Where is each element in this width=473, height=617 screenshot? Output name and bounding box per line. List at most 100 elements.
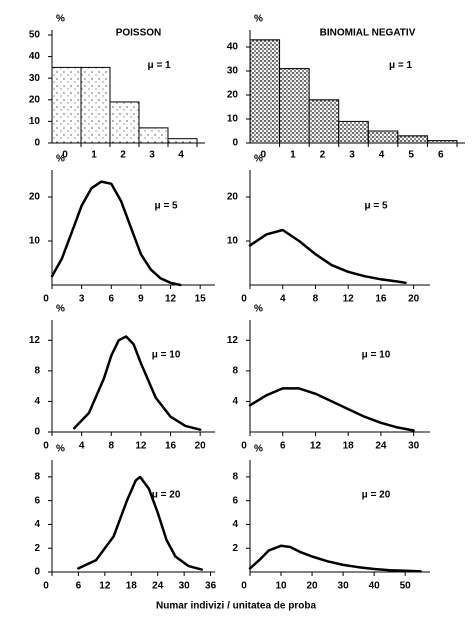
- x-tick-label: 12: [135, 441, 147, 452]
- curve: [248, 544, 422, 573]
- x-tick-label: 9: [138, 294, 144, 305]
- x-tick-label: 3: [149, 150, 155, 161]
- x-tick-label: 12: [310, 441, 322, 452]
- curve: [248, 387, 415, 432]
- y-tick-label: 8: [232, 472, 238, 483]
- bar: [51, 66, 82, 144]
- x-tick-label: 10: [275, 581, 287, 592]
- bar: [308, 99, 340, 144]
- panel-title: BINOMIAL NEGATIV: [320, 28, 416, 39]
- x-tick-label: 4: [280, 294, 286, 305]
- annotation: μ = 20: [362, 490, 391, 501]
- x-tick-label: 15: [195, 294, 207, 305]
- annotation: μ = 5: [155, 200, 179, 211]
- y-tick-label: 20: [29, 94, 41, 105]
- bar: [367, 130, 399, 144]
- bar: [249, 39, 281, 144]
- y-tick-label: 4: [232, 396, 238, 407]
- x-tick-label: 0: [43, 294, 49, 305]
- x-tick-label: 6: [280, 441, 286, 452]
- x-tick-label: 0: [62, 150, 68, 161]
- bar: [426, 140, 458, 144]
- y-tick-label: 10: [29, 116, 41, 127]
- y-tick-label: 10: [227, 114, 239, 125]
- y-axis-label: %: [56, 444, 65, 455]
- x-tick-label: 0: [43, 581, 49, 592]
- y-tick-label: 40: [227, 42, 239, 53]
- y-axis-label: %: [254, 154, 263, 165]
- x-tick-label: 24: [152, 581, 164, 592]
- y-tick-label: 10: [29, 236, 41, 247]
- annotation: μ = 1: [148, 60, 172, 71]
- y-tick-label: 8: [232, 365, 238, 376]
- x-tick-label: 3: [349, 150, 355, 161]
- x-tick-label: 0: [261, 150, 267, 161]
- x-tick-label: 3: [79, 294, 85, 305]
- x-tick-label: 6: [108, 294, 114, 305]
- x-tick-label: 2: [320, 150, 326, 161]
- x-tick-label: 30: [408, 441, 420, 452]
- y-tick-label: 2: [34, 543, 40, 554]
- x-tick-label: 5: [408, 150, 414, 161]
- y-tick-label: 0: [34, 138, 40, 149]
- y-tick-label: 0: [34, 427, 40, 438]
- x-tick-label: 6: [76, 581, 82, 592]
- y-tick-label: 30: [29, 73, 41, 84]
- x-tick-label: 36: [205, 581, 217, 592]
- y-axis-label: %: [56, 14, 65, 25]
- bar: [167, 138, 198, 144]
- annotation: μ = 1: [389, 60, 413, 71]
- y-tick-label: 8: [34, 365, 40, 376]
- x-tick-label: 0: [241, 581, 247, 592]
- x-tick-label: 0: [241, 441, 247, 452]
- annotation: μ = 5: [364, 200, 388, 211]
- y-axis-label: %: [56, 304, 65, 315]
- x-tick-label: 1: [91, 150, 97, 161]
- y-tick-label: 50: [29, 30, 41, 41]
- x-tick-label: 4: [379, 150, 385, 161]
- x-tick-label: 4: [178, 150, 184, 161]
- y-tick-label: 4: [232, 519, 238, 530]
- annotation: μ = 10: [362, 350, 391, 361]
- y-tick-label: 4: [34, 396, 40, 407]
- x-tick-label: 18: [126, 581, 138, 592]
- x-tick-label: 20: [307, 581, 319, 592]
- y-tick-label: 12: [227, 335, 239, 346]
- y-axis-label: %: [254, 304, 263, 315]
- bar: [397, 135, 428, 144]
- x-tick-label: 4: [79, 441, 85, 452]
- x-tick-label: 40: [369, 581, 381, 592]
- x-tick-label: 0: [241, 294, 247, 305]
- y-tick-label: 6: [34, 495, 40, 506]
- x-tick-label: 0: [43, 441, 49, 452]
- y-tick-label: 0: [232, 138, 238, 149]
- y-tick-label: 8: [34, 472, 40, 483]
- y-tick-label: 12: [29, 335, 41, 346]
- y-tick-label: 4: [34, 519, 40, 530]
- x-tick-label: 18: [343, 441, 355, 452]
- x-tick-label: 30: [179, 581, 191, 592]
- bar: [138, 127, 169, 144]
- x-tick-label: 2: [120, 150, 126, 161]
- y-axis-label: %: [254, 14, 263, 25]
- panel-title: POISSON: [116, 28, 162, 39]
- y-tick-label: 30: [227, 66, 239, 77]
- x-tick-label: 1: [290, 150, 296, 161]
- curve: [50, 180, 182, 287]
- x-tick-label: 20: [408, 294, 420, 305]
- y-tick-label: 20: [29, 192, 41, 203]
- y-tick-label: 2: [232, 543, 238, 554]
- y-tick-label: 6: [232, 495, 238, 506]
- x-tick-label: 12: [343, 294, 355, 305]
- x-tick-label: 20: [195, 441, 207, 452]
- x-tick-label: 16: [375, 294, 387, 305]
- x-tick-label: 24: [375, 441, 387, 452]
- x-tick-label: 8: [313, 294, 319, 305]
- bar: [338, 120, 369, 144]
- curve: [77, 475, 204, 571]
- x-tick-label: 8: [108, 441, 114, 452]
- x-tick-label: 12: [165, 294, 177, 305]
- bar: [279, 68, 310, 144]
- y-tick-label: 20: [227, 192, 239, 203]
